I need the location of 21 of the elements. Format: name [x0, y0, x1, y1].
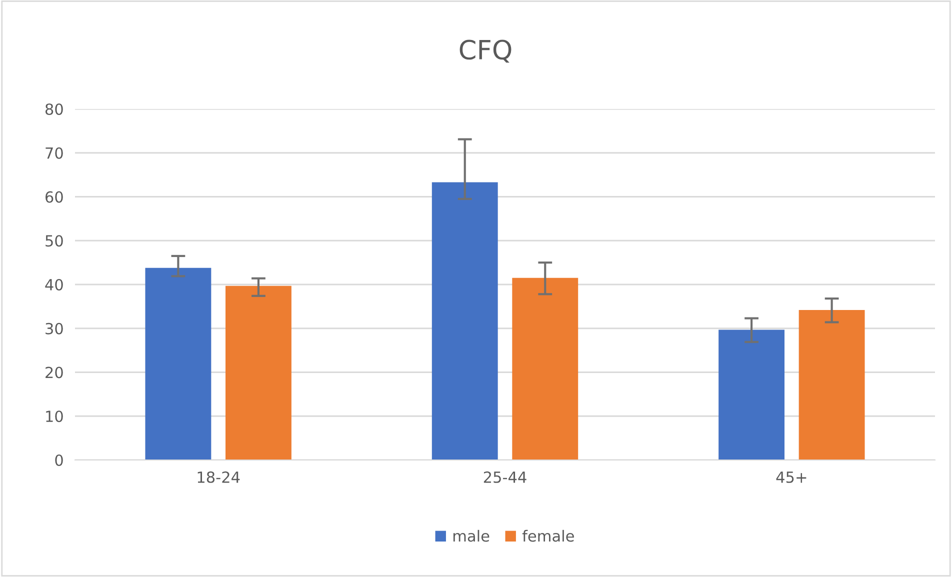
y-tick-label: 50 [46, 235, 63, 247]
bar [798, 310, 865, 460]
bar [512, 278, 578, 460]
y-tick-label: 20 [46, 366, 63, 378]
legend-label: male [453, 530, 490, 542]
bar [226, 286, 292, 460]
y-tick-label: 80 [45, 103, 63, 116]
y-tick-label: 40 [45, 278, 63, 291]
y-tick-label: 10 [46, 410, 63, 422]
bar [718, 330, 784, 460]
legend-label: female [522, 530, 574, 542]
chart-title: CFQ [460, 40, 512, 63]
x-tick-label: 18-24 [198, 471, 240, 483]
y-tick-label: 30 [46, 322, 63, 334]
y-tick-label: 0 [55, 454, 63, 466]
x-tick-label: 25-44 [484, 471, 526, 483]
bar [432, 182, 498, 460]
y-tick-label: 60 [46, 191, 63, 203]
y-tick-label: 70 [46, 147, 63, 159]
x-tick-label: 45+ [776, 472, 806, 483]
bar [145, 268, 212, 460]
